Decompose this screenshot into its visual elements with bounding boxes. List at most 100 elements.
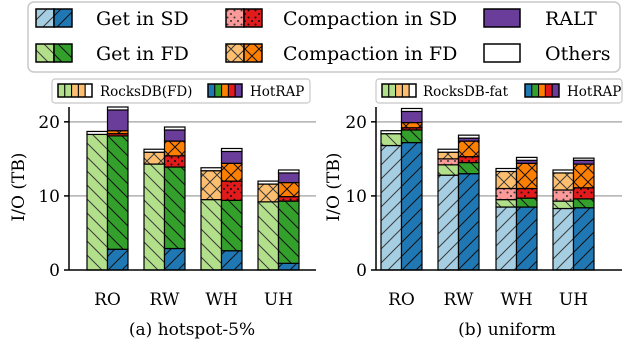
swatch-part-light xyxy=(225,8,245,28)
bar-segment-others xyxy=(515,156,538,161)
mini-swatch-stripe xyxy=(77,83,86,98)
mini-swatch-stripe xyxy=(395,83,403,98)
mini-swatch-frame xyxy=(207,83,243,98)
legend-label-get-fd: Get in FD xyxy=(96,43,189,65)
mini-swatch-stripe xyxy=(544,83,553,98)
bar-segment-others xyxy=(572,157,595,161)
y-tick-label: 10 xyxy=(345,187,367,207)
mini-swatch-stripe xyxy=(381,83,390,98)
legend-entry-get-fd: Get in FD xyxy=(35,43,189,65)
legend-label-ralt: RALT xyxy=(545,8,597,30)
swatch-part-dark xyxy=(53,8,73,28)
bar-segment-get-fd xyxy=(106,135,129,250)
legend-label-compaction-fd: Compaction in FD xyxy=(283,43,457,65)
panel-hotspot-y-label: I/O (TB) xyxy=(9,153,29,222)
bar-segment-others xyxy=(163,126,186,131)
swatch-part-dark xyxy=(243,8,263,28)
mini-swatch-stripe xyxy=(524,83,533,98)
swatch-part-dark xyxy=(53,43,73,63)
swatch-part-light xyxy=(35,8,55,28)
bar-segment-others xyxy=(457,134,480,139)
mini-swatch-frame xyxy=(57,83,93,98)
bar-segment-comp-fd xyxy=(277,181,300,198)
bar-segment-comp-fd xyxy=(257,183,280,203)
mini-swatch-stripe xyxy=(538,83,546,98)
panel-uniform-plot: RO RW WH UH 0 10 20 xyxy=(345,107,622,310)
bar-segment-get-sd xyxy=(106,248,129,271)
bar-segment-get-sd xyxy=(552,207,575,271)
bar-segment-comp-sd xyxy=(572,187,595,200)
bar-segment-get-fd xyxy=(163,166,186,250)
legend-label-others: Others xyxy=(545,43,611,65)
mini-swatch-stripe xyxy=(84,83,93,98)
bar-segment-get-fd xyxy=(400,129,423,144)
bar-segment-get-fd xyxy=(572,198,595,209)
mini-swatch-stripe xyxy=(57,83,66,98)
x-tick-label: UH xyxy=(559,290,588,310)
bar-segment-others xyxy=(380,130,403,135)
bar-segment-comp-sd xyxy=(163,155,186,168)
mini-swatch-stripe xyxy=(408,83,417,98)
bar-segment-get-sd xyxy=(515,206,538,271)
bar-segment-get-sd xyxy=(457,173,480,271)
bar-segment-get-fd xyxy=(86,133,109,271)
bar-segment-ralt xyxy=(277,172,300,184)
swatch-part xyxy=(483,8,521,28)
bar-segment-comp-sd xyxy=(220,180,243,201)
x-tick-label: RO xyxy=(388,290,415,310)
bar-segment-others xyxy=(86,130,109,136)
bar-segment-comp-sd xyxy=(552,189,575,202)
panel-hotspot-subtitle: (a) hotspot-5% xyxy=(129,320,255,340)
x-tick-label: WH xyxy=(500,290,532,310)
bar-segment-get-sd xyxy=(572,207,595,271)
panel-hotspot-legend-label-light: RocksDB(FD) xyxy=(100,84,192,100)
legend-swatch-others xyxy=(483,43,521,63)
y-tick-label: 20 xyxy=(38,113,60,133)
swatch-part xyxy=(483,43,521,63)
mini-swatch-stripe xyxy=(207,83,216,98)
legend-swatch-compaction-fd xyxy=(225,43,263,63)
legend-entry-ralt: RALT xyxy=(483,8,597,30)
panel-hotspot-legend-label-dark: HotRAP xyxy=(250,84,304,100)
bar-segment-comp-fd xyxy=(163,140,186,157)
mini-swatch-stripe xyxy=(227,83,236,98)
mini-swatch-stripe xyxy=(551,83,560,98)
panel-uniform-subtitle: (b) uniform xyxy=(458,320,556,340)
bar-segment-others xyxy=(437,148,460,153)
swatch-part-light xyxy=(35,43,55,63)
bar-segment-get-fd xyxy=(200,199,223,271)
mini-swatch-stripe xyxy=(234,83,243,98)
panel-uniform: RocksDB-fat HotRAP I/O (TB) RO RW WH UH 0 10 2… xyxy=(324,78,623,340)
legend-entry-compaction-fd: Compaction in FD xyxy=(225,43,457,65)
bar-segment-comp-fd xyxy=(572,163,595,189)
legend-entry-compaction-sd: Compaction in SD xyxy=(225,8,457,30)
legend-entry-others: Others xyxy=(483,43,611,65)
bar-segment-ralt xyxy=(220,150,243,164)
panel-uniform-legend-label-dark: HotRAP xyxy=(567,84,621,100)
bar-segment-comp-sd xyxy=(457,156,480,164)
bar-segment-comp-fd xyxy=(143,151,166,165)
y-tick-label: 0 xyxy=(356,261,367,281)
x-tick-label: RO xyxy=(94,290,121,310)
mini-swatch-stripe xyxy=(64,83,73,98)
bar-segment-get-fd xyxy=(495,199,518,208)
mini-swatch-stripe xyxy=(401,83,410,98)
bar-segment-get-fd xyxy=(515,197,538,208)
bar-segment-get-fd xyxy=(277,200,300,264)
legend-swatch-get-fd xyxy=(35,43,73,63)
top-legend-frame xyxy=(27,1,621,73)
bar-segment-get-sd xyxy=(437,174,460,271)
bar-segment-comp-sd xyxy=(495,187,518,201)
bar-segment-others xyxy=(200,167,223,172)
panel-hotspot-legend-swatch-dark xyxy=(207,83,243,98)
legend-swatch-get-sd xyxy=(35,8,73,28)
mini-swatch-stripe xyxy=(531,83,540,98)
panel-uniform-y-label: I/O (TB) xyxy=(324,153,344,222)
bar-segment-comp-sd xyxy=(437,158,460,166)
bar-segment-others xyxy=(143,148,166,153)
bar-segment-comp-fd xyxy=(400,121,423,129)
legend-swatch-ralt xyxy=(483,8,521,28)
panel-uniform-legend-swatch-light xyxy=(381,83,417,98)
bar-segment-comp-fd xyxy=(552,172,575,191)
